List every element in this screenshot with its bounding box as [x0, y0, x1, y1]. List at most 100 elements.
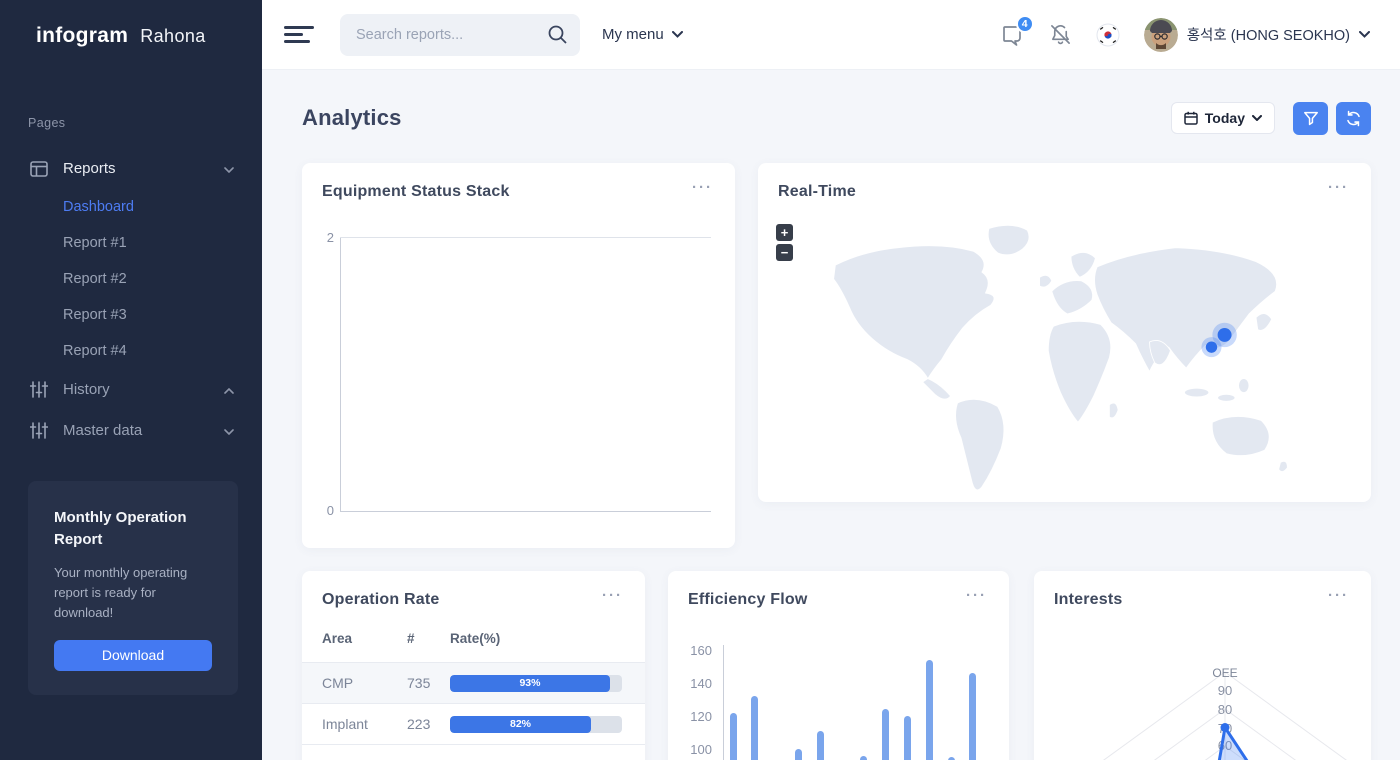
- map-zoom-controls: + −: [776, 224, 793, 261]
- content: Analytics Today Equipment Status St: [262, 70, 1400, 760]
- topbar-actions: 4 홍석호 (HONG SEOKHO): [1001, 18, 1370, 52]
- radar-data-point: [1221, 723, 1230, 732]
- sidebar-item-dashboard[interactable]: Dashboard: [0, 189, 262, 225]
- chevron-down-icon: [672, 31, 683, 38]
- sidebar-item-report-2[interactable]: Report #2: [0, 261, 262, 297]
- bar: [730, 713, 737, 760]
- rate-progress-fill: 93%: [450, 675, 610, 692]
- y-axis-tick: 100: [684, 742, 712, 757]
- table-row: CMP 735 93%: [302, 663, 645, 704]
- column-header: Rate(%): [450, 631, 645, 646]
- monthly-report-promo-card: Monthly Operation Report Your monthly op…: [28, 481, 238, 695]
- column-header: Area: [322, 631, 407, 646]
- count-cell: 735: [407, 675, 450, 691]
- main-area: My menu 4 홍석호 (HONG SEOKHO): [262, 0, 1400, 760]
- rate-progress-bar: 93%: [450, 675, 622, 692]
- my-menu-label: My menu: [602, 26, 664, 43]
- bar: [860, 756, 867, 760]
- sidebar-item-master-data[interactable]: Master data: [0, 410, 262, 451]
- radar-axis-label: OEE: [1212, 666, 1237, 680]
- dashboard-page: { "brand": { "logo_text": "infogram", "a…: [0, 0, 1400, 760]
- refresh-button[interactable]: [1336, 102, 1371, 135]
- bar: [882, 709, 889, 760]
- cards-row-1: Equipment Status Stack ··· 2 0 Real-Time…: [302, 163, 1371, 548]
- notifications-off-icon[interactable]: [1049, 23, 1072, 46]
- page-controls: Today: [1171, 102, 1371, 135]
- sidebar-item-report-1[interactable]: Report #1: [0, 225, 262, 261]
- search-input[interactable]: [340, 14, 580, 56]
- y-axis-tick: 120: [684, 709, 712, 724]
- table-row: Implant 223 82%: [302, 704, 645, 745]
- bar: [751, 696, 758, 760]
- bar: [795, 749, 802, 760]
- card-options-menu[interactable]: ···: [966, 591, 987, 601]
- reports-icon: [30, 161, 50, 177]
- zoom-in-button[interactable]: +: [776, 224, 793, 241]
- count-cell: 223: [407, 716, 450, 732]
- cards-row-2: Operation Rate ··· Area # Rate(%) CMP 73…: [302, 571, 1371, 760]
- sidebar-item-label: Master data: [63, 422, 224, 439]
- promo-title: Monthly Operation Report: [54, 507, 212, 551]
- sidebar-item-history[interactable]: History: [0, 369, 262, 410]
- card-options-menu[interactable]: ···: [1328, 183, 1349, 193]
- sidebar-section-label: Pages: [0, 116, 262, 130]
- filter-button[interactable]: [1293, 102, 1328, 135]
- sidebar-item-report-4[interactable]: Report #4: [0, 333, 262, 369]
- promo-body: Your monthly operating report is ready f…: [54, 563, 212, 623]
- notification-count-badge: 4: [1016, 15, 1034, 33]
- rate-progress-bar: 82%: [450, 716, 622, 733]
- hamburger-menu-icon[interactable]: [284, 22, 318, 47]
- sidebar: infogram Rahona Pages Reports Dashboard …: [0, 0, 262, 760]
- chevron-down-icon: [224, 160, 234, 177]
- real-time-card: Real-Time ··· + −: [758, 163, 1371, 502]
- card-title: Operation Rate: [322, 591, 440, 609]
- card-title: Equipment Status Stack: [322, 183, 510, 201]
- search-icon[interactable]: [547, 24, 568, 50]
- brand-logo-text: infogram: [36, 24, 128, 48]
- interests-radar-chart: OEE 90 80 70 60: [1034, 571, 1371, 760]
- date-range-button[interactable]: Today: [1171, 102, 1275, 134]
- topbar: My menu 4 홍석호 (HONG SEOKHO): [262, 0, 1400, 70]
- card-options-menu[interactable]: ···: [602, 591, 623, 601]
- operation-rate-table: Area # Rate(%) CMP 735 93%: [302, 631, 645, 745]
- world-map: [768, 211, 1360, 499]
- page-header: Analytics Today: [302, 100, 1371, 136]
- zoom-out-button[interactable]: −: [776, 244, 793, 261]
- y-axis-tick: 160: [684, 643, 712, 658]
- sliders-icon: [30, 381, 50, 398]
- calendar-icon: [1184, 111, 1198, 125]
- x-axis-line: [340, 511, 711, 512]
- sidebar-item-reports[interactable]: Reports: [0, 148, 262, 189]
- y-axis-tick: 0: [306, 503, 334, 518]
- chevron-down-icon: [224, 422, 234, 439]
- filter-funnel-icon: [1303, 110, 1319, 126]
- korea-flag-icon[interactable]: [1096, 23, 1120, 47]
- map-marker: [1201, 337, 1221, 357]
- chevron-down-icon: [1252, 115, 1262, 121]
- sliders-icon: [30, 422, 50, 439]
- interests-card: Interests ···: [1034, 571, 1371, 760]
- messages-icon[interactable]: 4: [1001, 23, 1025, 47]
- download-button[interactable]: Download: [54, 640, 212, 671]
- equipment-status-card: Equipment Status Stack ··· 2 0: [302, 163, 735, 548]
- radar-tick: 90: [1218, 683, 1232, 698]
- y-axis-tick: 140: [684, 676, 712, 691]
- my-menu-dropdown[interactable]: My menu: [602, 26, 683, 43]
- brand-logo: infogram Rahona: [0, 0, 262, 48]
- y-axis-line: [723, 645, 724, 760]
- user-menu[interactable]: 홍석호 (HONG SEOKHO): [1144, 18, 1370, 52]
- sidebar-item-report-3[interactable]: Report #3: [0, 297, 262, 333]
- bar: [926, 660, 933, 760]
- operation-rate-card: Operation Rate ··· Area # Rate(%) CMP 73…: [302, 571, 645, 760]
- user-name: 홍석호 (HONG SEOKHO): [1187, 24, 1350, 45]
- avatar: [1144, 18, 1178, 52]
- bar: [969, 673, 976, 760]
- y-axis-line: [340, 237, 341, 511]
- y-axis-tick: 2: [306, 230, 334, 245]
- table-header-row: Area # Rate(%): [302, 631, 645, 663]
- sidebar-nav: Reports Dashboard Report #1 Report #2 Re…: [0, 148, 262, 451]
- card-options-menu[interactable]: ···: [692, 183, 713, 193]
- area-cell: Implant: [322, 716, 407, 732]
- bar: [904, 716, 911, 760]
- date-range-label: Today: [1205, 110, 1245, 126]
